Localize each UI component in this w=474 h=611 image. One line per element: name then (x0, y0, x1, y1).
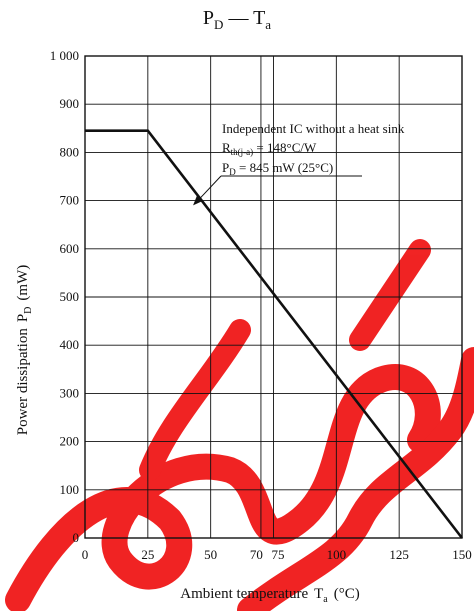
title-second: T (253, 7, 265, 29)
y-tick-label: 0 (73, 530, 80, 545)
x-tick-label: 125 (389, 547, 409, 562)
title-dash: — (223, 7, 253, 29)
annotation-line-2-sub: th(j-a) (231, 147, 254, 157)
annotation-line-3: PD = 845 mW (25°C) (222, 160, 333, 177)
annotation-line-3-sub: D (229, 167, 236, 177)
x-tick-label: 100 (327, 547, 347, 562)
y-tick-label: 1 000 (50, 48, 79, 63)
tick-labels: 0 100 200 300 400 500 600 700 800 900 1 000 0 25 50 70… (50, 48, 472, 562)
watermark-stroke-3 (139, 239, 431, 481)
watermark-stroke-1 (5, 364, 441, 611)
y-axis-title-symbol: P (15, 314, 31, 322)
derating-curve (85, 129, 464, 539)
annotation-line-3-value: = 845 mW (25°C) (236, 160, 334, 175)
annotation-line-3-symbol: P (222, 160, 229, 175)
y-tick-label: 200 (60, 434, 80, 449)
x-axis-title: Ambient temperature Ta (°C) (180, 586, 360, 605)
x-axis-title-unit: (°C) (334, 586, 360, 602)
y-axis-title-unit: (mW) (15, 265, 31, 301)
watermark-stroke-2 (237, 347, 474, 611)
y-axis-title: Power dissipation PD (mW) (15, 265, 34, 436)
title-main-sub: D (214, 17, 223, 32)
x-axis-title-text: Ambient temperature (180, 586, 308, 602)
x-tick-label: 70 (250, 547, 263, 562)
annotation-arrowhead (193, 195, 203, 206)
x-tick-label: 150 (452, 547, 472, 562)
x-axis-title-symbol: T (314, 586, 323, 602)
x-tick-label: 25 (141, 547, 154, 562)
title-second-sub: a (265, 17, 271, 32)
x-tick-label: 75 (272, 547, 285, 562)
annotation: Independent IC without a heat sink Rth(j… (193, 121, 405, 206)
annotation-line-1: Independent IC without a heat sink (222, 121, 405, 136)
title-main: P (203, 7, 214, 29)
chart-title: PD — Ta (203, 7, 271, 32)
y-tick-label: 800 (60, 144, 80, 159)
x-axis-title-symbol-sub: a (323, 594, 328, 605)
y-tick-label: 500 (60, 289, 80, 304)
annotation-arrow-line (196, 175, 222, 202)
y-tick-label: 400 (60, 337, 80, 352)
plot-frame (84, 55, 463, 539)
watermark-graphic (5, 239, 474, 611)
x-tick-label: 0 (82, 547, 89, 562)
y-tick-label: 600 (60, 241, 80, 256)
x-tick-label: 50 (204, 547, 217, 562)
y-tick-label: 700 (60, 193, 80, 208)
y-tick-label: 100 (60, 482, 80, 497)
y-axis-title-text: Power dissipation (15, 328, 31, 436)
y-tick-label: 300 (60, 385, 80, 400)
series-lines (85, 129, 464, 539)
annotation-line-2-symbol: R (222, 140, 231, 155)
annotation-line-2-value: = 148°C/W (253, 140, 317, 155)
y-tick-label: 900 (60, 96, 80, 111)
y-axis-title-symbol-sub: D (23, 307, 34, 314)
annotation-line-2: Rth(j-a) = 148°C/W (222, 140, 317, 157)
